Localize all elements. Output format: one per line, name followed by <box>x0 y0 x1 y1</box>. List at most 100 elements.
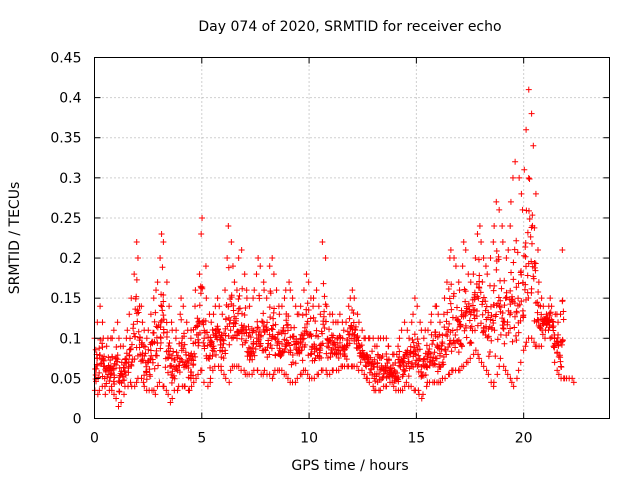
data-point <box>155 362 162 369</box>
data-point <box>383 383 390 390</box>
data-point <box>132 295 139 302</box>
data-point <box>138 375 145 382</box>
data-point <box>131 356 138 363</box>
data-point <box>406 335 413 342</box>
data-point <box>225 222 232 229</box>
data-point <box>209 367 216 374</box>
data-point <box>178 356 185 363</box>
data-point <box>485 353 492 360</box>
data-point <box>521 252 528 259</box>
data-point <box>243 287 250 294</box>
data-point <box>96 345 103 352</box>
data-point <box>195 371 202 378</box>
data-point <box>431 360 438 367</box>
y-tick-label: 0.4 <box>59 91 81 107</box>
data-point <box>298 347 305 354</box>
data-point <box>384 360 391 367</box>
data-point <box>153 347 160 354</box>
data-point <box>136 344 143 351</box>
data-point <box>507 287 514 294</box>
data-point <box>405 373 412 380</box>
data-point <box>319 239 326 246</box>
data-point <box>518 190 525 197</box>
data-point <box>456 321 463 328</box>
data-point <box>122 368 129 375</box>
data-point <box>178 295 185 302</box>
data-point <box>493 311 500 318</box>
data-point <box>538 295 545 302</box>
data-point <box>509 338 516 345</box>
data-point <box>507 198 514 205</box>
data-point <box>357 359 364 366</box>
data-point <box>510 383 517 390</box>
data-point <box>439 340 446 347</box>
data-point <box>256 343 263 350</box>
data-point <box>352 327 359 334</box>
data-point <box>423 342 430 349</box>
data-point <box>351 331 358 338</box>
data-point <box>111 380 118 387</box>
data-point <box>529 222 536 229</box>
data-point <box>261 287 268 294</box>
data-point <box>198 367 205 374</box>
data-point <box>452 263 459 270</box>
data-point <box>437 352 444 359</box>
data-point <box>522 343 529 350</box>
data-point <box>313 346 320 353</box>
data-point <box>350 319 357 326</box>
data-point <box>507 325 514 332</box>
data-point <box>253 271 260 278</box>
data-point <box>214 323 221 330</box>
data-point <box>520 312 527 319</box>
data-point <box>436 331 443 338</box>
data-point <box>427 319 434 326</box>
data-point <box>501 277 508 284</box>
data-point <box>491 282 498 289</box>
data-point <box>311 375 318 382</box>
data-point <box>319 340 326 347</box>
data-point <box>299 332 306 339</box>
data-point <box>267 314 274 321</box>
data-point <box>252 346 259 353</box>
data-point <box>429 357 436 364</box>
data-point <box>526 175 533 182</box>
data-point <box>127 379 134 386</box>
data-point <box>143 376 150 383</box>
data-point <box>449 327 456 334</box>
data-point <box>435 311 442 318</box>
data-point <box>490 287 497 294</box>
data-point <box>485 371 492 378</box>
data-point <box>437 364 444 371</box>
data-point <box>523 263 530 270</box>
data-point <box>354 311 361 318</box>
data-point <box>472 347 479 354</box>
data-point <box>156 379 163 386</box>
data-point <box>395 376 402 383</box>
data-point <box>361 371 368 378</box>
data-point <box>219 336 226 343</box>
data-point <box>461 286 468 293</box>
data-point <box>266 351 273 358</box>
data-point <box>428 311 435 318</box>
data-point <box>414 303 421 310</box>
data-point <box>321 325 328 332</box>
data-point <box>106 378 113 385</box>
data-point <box>267 290 274 297</box>
data-point <box>275 329 282 336</box>
data-point <box>518 298 525 305</box>
data-point <box>250 349 257 356</box>
data-point <box>220 371 227 378</box>
data-point <box>428 331 435 338</box>
data-point <box>310 314 317 321</box>
data-point <box>521 286 528 293</box>
data-point <box>491 222 498 229</box>
data-point <box>476 272 483 279</box>
data-point <box>440 311 447 318</box>
data-point <box>457 323 464 330</box>
data-point <box>408 383 415 390</box>
data-point <box>559 247 566 254</box>
data-point <box>424 353 431 360</box>
data-point <box>214 325 221 332</box>
data-point <box>449 314 456 321</box>
data-point <box>440 361 447 368</box>
